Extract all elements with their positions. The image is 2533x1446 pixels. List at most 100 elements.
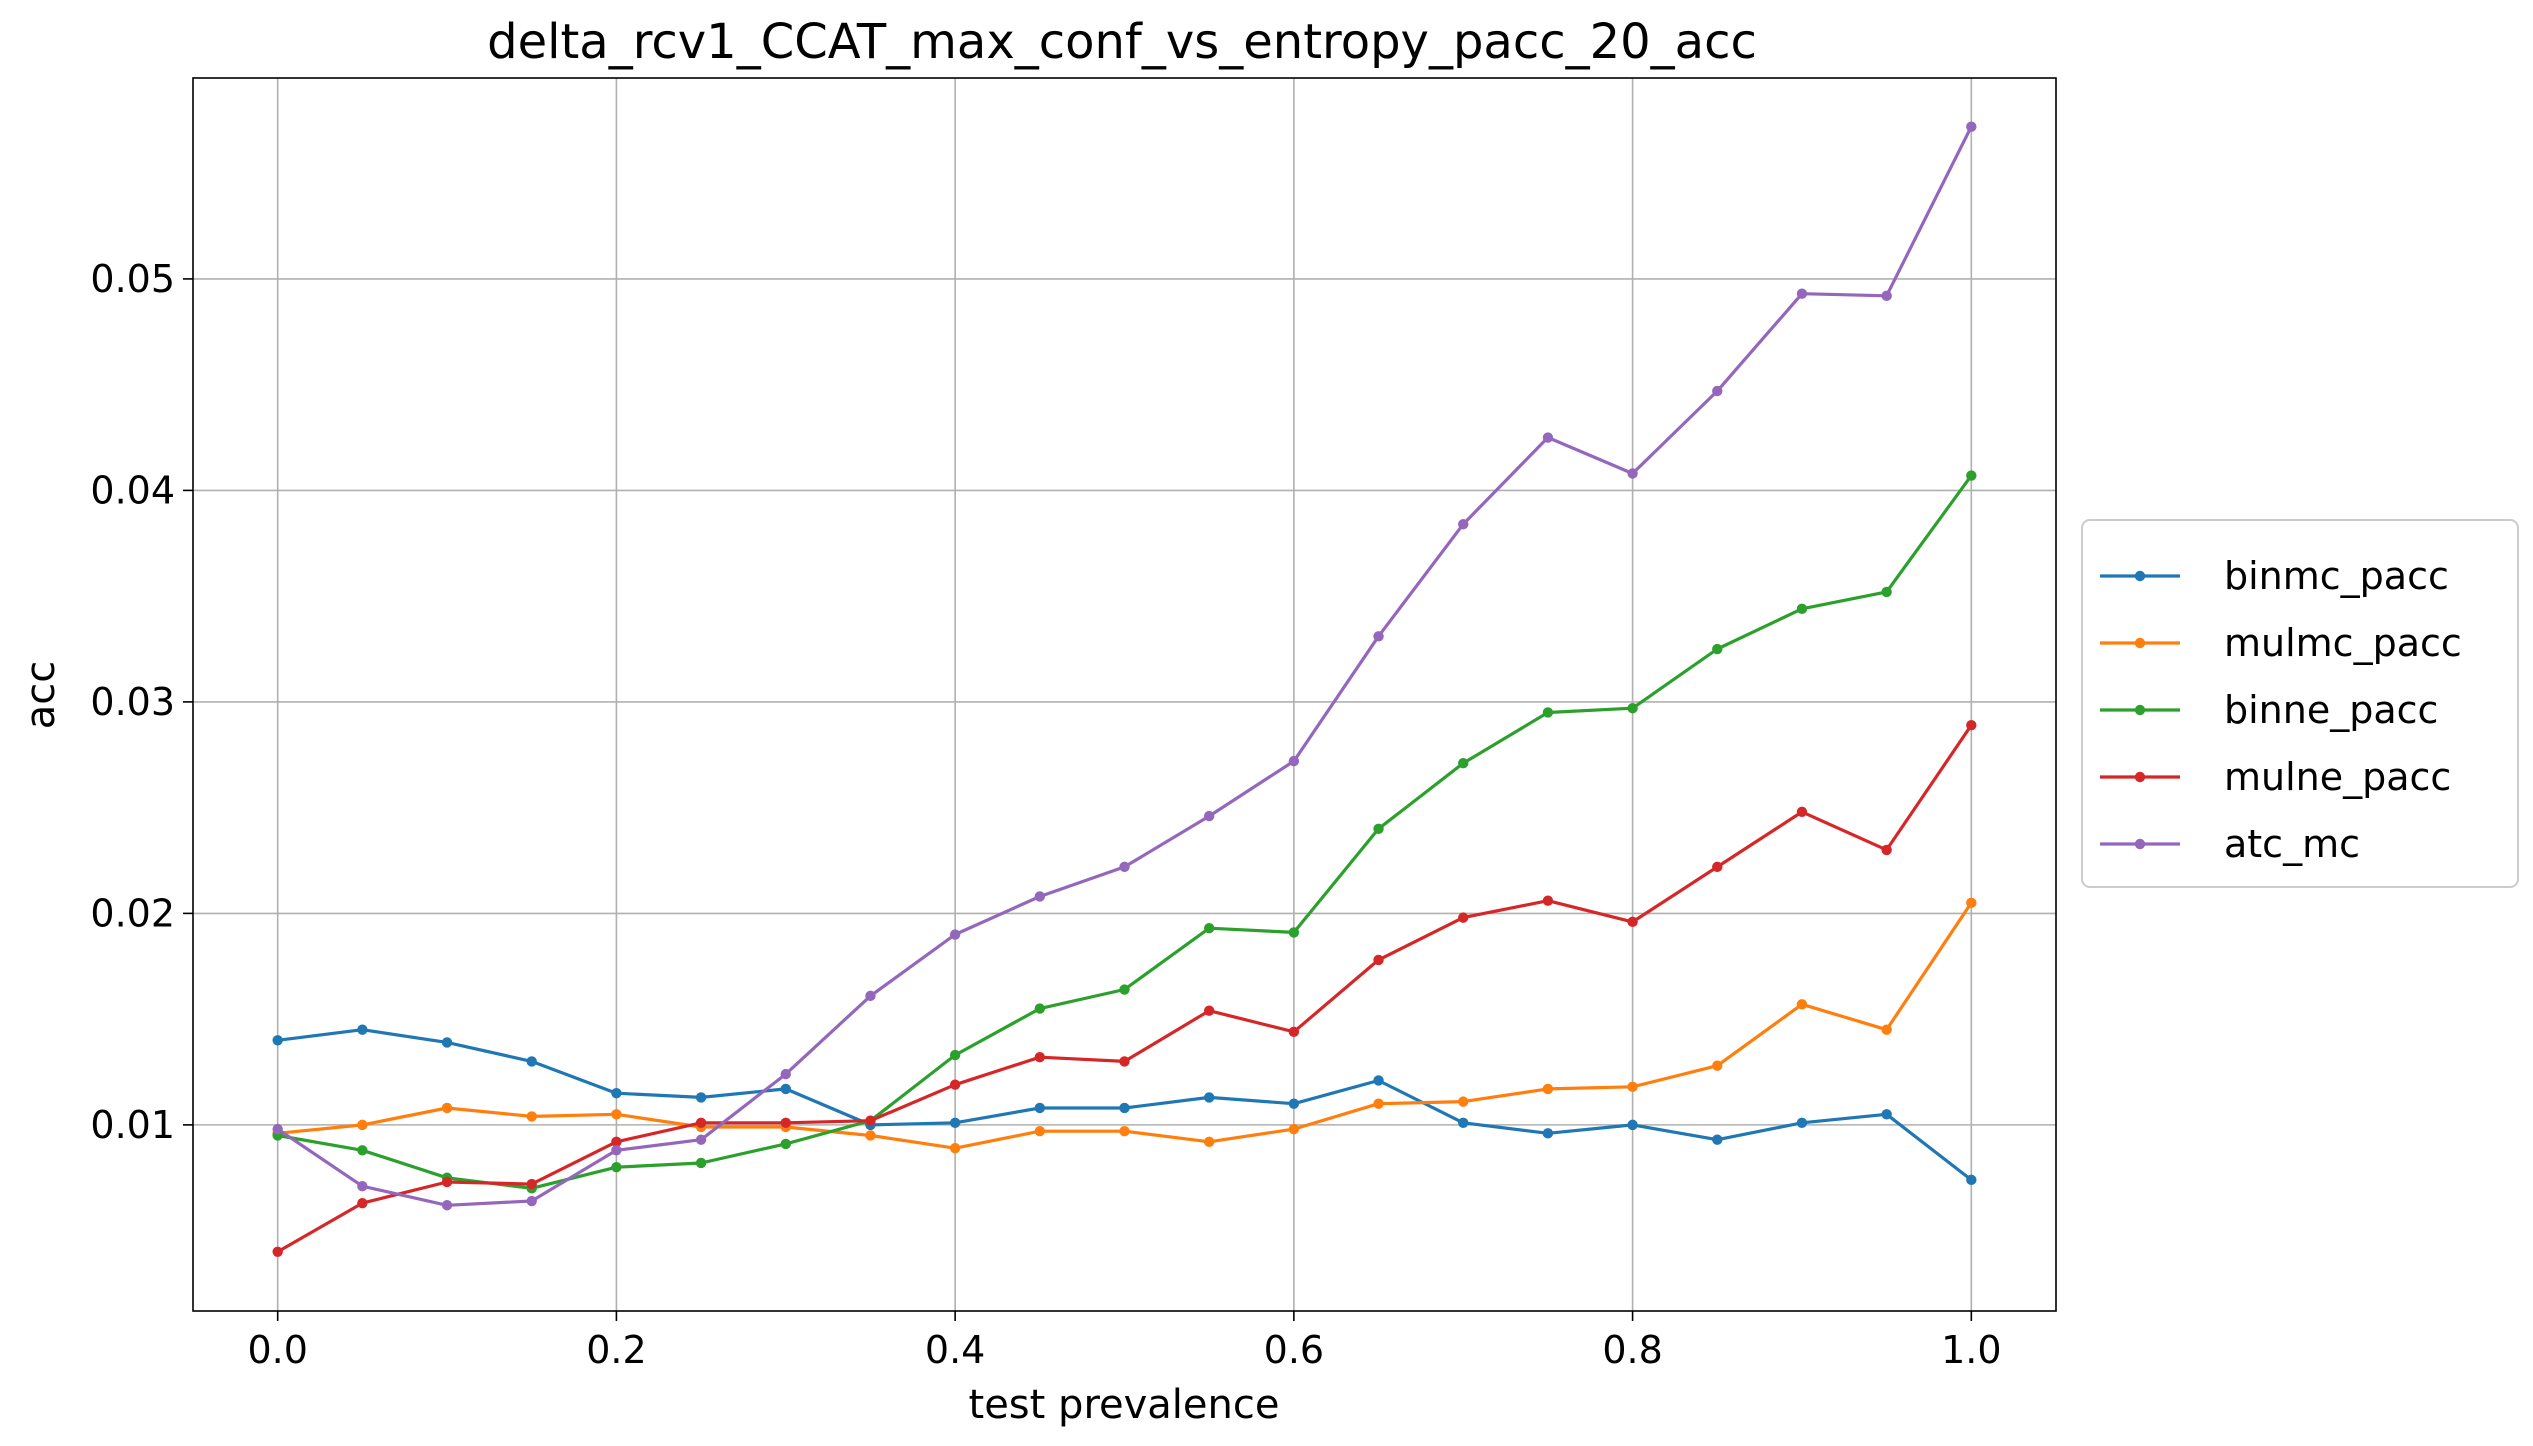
data-point — [1458, 1117, 1469, 1128]
x-axis-label: test prevalence — [969, 1382, 1280, 1428]
data-point — [865, 1130, 876, 1141]
data-point — [1288, 1026, 1300, 1038]
data-point — [1119, 984, 1130, 995]
data-point — [1712, 385, 1723, 397]
data-point — [1458, 912, 1469, 923]
chart-title: delta_rcv1_CCAT_max_conf_vs_entropy_pacc… — [487, 14, 1757, 70]
data-point — [272, 1123, 283, 1135]
data-point — [1881, 1109, 1892, 1120]
data-point — [1119, 1102, 1130, 1114]
data-point — [1034, 1003, 1046, 1014]
data-point — [1119, 1126, 1130, 1137]
data-point — [780, 1083, 791, 1095]
data-point — [526, 1056, 537, 1067]
data-point — [1203, 1005, 1215, 1016]
data-point — [1712, 861, 1723, 873]
data-point — [441, 1200, 453, 1211]
data-point — [1796, 603, 1808, 615]
data-point — [1373, 954, 1384, 966]
y-tick-label: 0.02 — [90, 891, 175, 935]
legend-marker — [2134, 838, 2146, 850]
data-point — [780, 1138, 791, 1150]
x-axis-ticks: 0.0 0.2 0.4 0.6 0.8 1.0 — [247, 1311, 2002, 1372]
legend: binmc_pacc mulmc_pacc binne_pacc mulne_pacc… — [2081, 519, 2519, 888]
y-axis-ticks: 0.01 0.02 0.03 0.04 0.05 — [90, 257, 193, 1147]
legend-marker — [2134, 570, 2146, 582]
data-point — [272, 1246, 283, 1257]
legend-label: mulne_pacc — [2224, 755, 2451, 799]
data-point — [1796, 288, 1808, 299]
data-point — [1203, 1136, 1215, 1148]
data-point — [1966, 470, 1977, 481]
data-point — [1627, 1119, 1638, 1131]
x-tick-label: 0.0 — [247, 1328, 307, 1372]
data-point — [1373, 1098, 1384, 1109]
data-point — [1627, 1081, 1638, 1093]
data-point — [1288, 927, 1300, 938]
legend-marker — [2134, 771, 2146, 783]
data-point — [1373, 1075, 1384, 1086]
legend-entry: mulne_pacc — [2100, 755, 2451, 799]
legend-entry: binne_pacc — [2100, 688, 2438, 732]
x-tick-label: 0.6 — [1264, 1328, 1324, 1372]
y-tick-label: 0.05 — [90, 257, 175, 301]
legend-label: mulmc_pacc — [2224, 621, 2462, 665]
legend-label: binne_pacc — [2224, 688, 2438, 732]
data-point — [526, 1178, 537, 1190]
data-point — [1119, 861, 1130, 873]
data-point — [1881, 844, 1892, 856]
legend-box — [2081, 519, 2519, 888]
data-point — [1034, 1126, 1046, 1137]
data-point — [695, 1134, 707, 1145]
legend-label: binmc_pacc — [2224, 554, 2449, 598]
grid — [193, 78, 2056, 1311]
data-point — [611, 1145, 622, 1156]
data-point — [865, 990, 876, 1002]
data-point — [526, 1195, 537, 1207]
y-tick-label: 0.04 — [90, 468, 175, 512]
y-tick-label: 0.01 — [90, 1103, 175, 1147]
data-point — [1712, 1060, 1723, 1071]
data-point — [1627, 468, 1638, 479]
data-point — [1966, 121, 1977, 132]
series-binmc_pacc — [272, 1024, 1977, 1186]
data-point — [441, 1102, 453, 1114]
legend-marker — [2134, 637, 2146, 649]
data-point — [695, 1092, 707, 1103]
data-point — [357, 1181, 368, 1192]
data-point — [1458, 758, 1469, 769]
data-point — [1288, 1098, 1300, 1109]
data-point — [1796, 806, 1808, 818]
data-point — [1034, 891, 1046, 902]
data-point — [695, 1157, 707, 1169]
data-point — [1627, 703, 1638, 714]
data-point — [611, 1161, 622, 1173]
data-point — [1458, 1096, 1469, 1107]
data-point — [949, 1049, 961, 1061]
legend-marker — [2134, 704, 2146, 716]
data-point — [611, 1087, 622, 1099]
data-point — [357, 1197, 368, 1209]
plot-frame — [192, 77, 2057, 1312]
data-point — [1542, 1128, 1554, 1139]
series-atc_mc — [272, 121, 1977, 1211]
data-point — [1288, 755, 1300, 767]
data-point — [441, 1176, 453, 1188]
data-point — [526, 1111, 537, 1122]
data-point — [949, 1142, 961, 1154]
data-point — [1288, 1123, 1300, 1135]
data-point — [1542, 1083, 1554, 1095]
data-point — [1458, 519, 1469, 530]
data-point — [1203, 922, 1215, 934]
data-point — [1542, 432, 1554, 443]
x-tick-label: 0.2 — [586, 1328, 646, 1372]
data-point — [441, 1037, 453, 1048]
data-point — [780, 1068, 791, 1080]
data-point — [695, 1117, 707, 1128]
data-point — [1966, 719, 1977, 731]
y-tick-label: 0.03 — [90, 680, 175, 724]
data-point — [1712, 643, 1723, 655]
data-point — [1796, 1117, 1808, 1128]
data-point — [1881, 586, 1892, 598]
